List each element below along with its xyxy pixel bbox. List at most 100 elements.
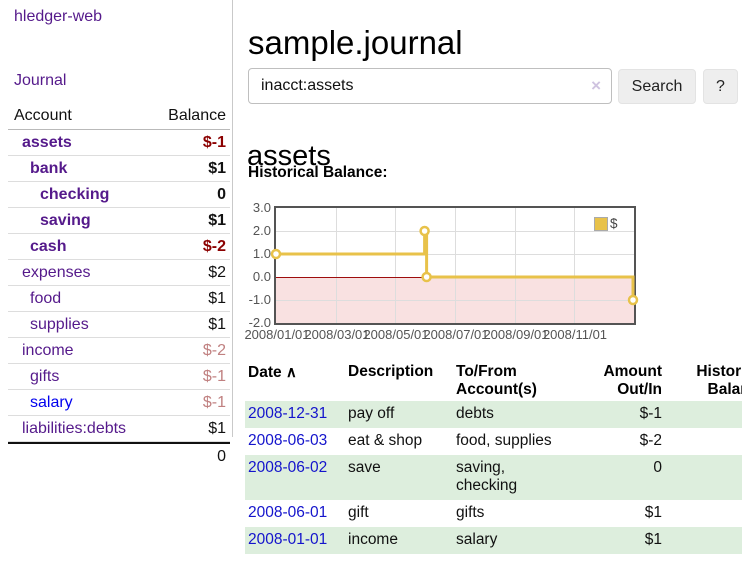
gridline bbox=[574, 208, 575, 323]
x-tick-label: 2008/09/01 bbox=[483, 327, 549, 342]
register-table: Date ∧ Description To/From Account(s) Am… bbox=[245, 360, 742, 554]
transaction-amount: $1 bbox=[644, 504, 662, 521]
x-tick-label: 2008/07/01 bbox=[423, 327, 489, 342]
transaction-amount: $-1 bbox=[639, 405, 662, 422]
account-balance: $-2 bbox=[202, 342, 226, 359]
search-form: × bbox=[248, 68, 612, 104]
gridline bbox=[515, 208, 516, 323]
accounts-table-header: Account Balance bbox=[8, 103, 230, 130]
register-row: 2008-12-31 pay off debts $-1 $-1 bbox=[245, 401, 742, 428]
y-tick-label: -2.0 bbox=[248, 315, 271, 330]
x-tick-label: 2008/11/01 bbox=[542, 327, 608, 342]
account-link-food[interactable]: food bbox=[30, 290, 62, 307]
account-link-liabilities-debts[interactable]: liabilities:debts bbox=[22, 420, 127, 437]
search-input[interactable] bbox=[248, 68, 612, 104]
account-balance: $1 bbox=[208, 290, 226, 307]
transaction-date-link[interactable]: 2008-06-01 bbox=[248, 504, 328, 521]
transaction-date-link[interactable]: 2008-06-02 bbox=[248, 459, 328, 476]
transaction-balance: $1 bbox=[664, 527, 742, 554]
y-tick-label: 2.0 bbox=[252, 223, 271, 238]
account-balance: $1 bbox=[208, 212, 226, 229]
legend-label: $ bbox=[610, 216, 618, 231]
y-tick-label: 1.0 bbox=[252, 246, 271, 261]
page-title: sample.journal bbox=[248, 24, 463, 62]
balance-column-header: Balance bbox=[168, 107, 226, 124]
transaction-balance: $2 bbox=[664, 455, 742, 500]
account-balance: $1 bbox=[208, 316, 226, 333]
accounts-column-header: To/From Account(s) bbox=[456, 363, 537, 398]
account-link-assets[interactable]: assets bbox=[22, 134, 72, 151]
legend-swatch-icon bbox=[594, 216, 608, 231]
account-link-saving[interactable]: saving bbox=[40, 212, 91, 229]
account-row-checking: checking 0 bbox=[8, 182, 230, 208]
account-link-salary[interactable]: salary bbox=[30, 394, 73, 411]
account-row-gifts: gifts $-1 bbox=[8, 364, 230, 390]
description-column-header: Description bbox=[348, 363, 434, 380]
register-row: 2008-06-03 eat & shop food, supplies $-2… bbox=[245, 428, 742, 455]
account-row-cash: cash $-2 bbox=[8, 234, 230, 260]
register-row: 2008-06-02 save saving, checking 0 $2 bbox=[245, 455, 742, 500]
transaction-description: gift bbox=[348, 504, 369, 521]
y-tick-label: 3.0 bbox=[252, 200, 271, 215]
account-balance: $1 bbox=[208, 160, 226, 177]
gridline bbox=[336, 208, 337, 323]
transaction-accounts: gifts bbox=[456, 504, 485, 521]
transaction-amount: $-2 bbox=[639, 432, 662, 449]
app-title-link[interactable]: hledger-web bbox=[14, 8, 103, 25]
balance-column-header: Historical Balance bbox=[696, 363, 742, 398]
account-row-income: income $-2 bbox=[8, 338, 230, 364]
account-balance: $1 bbox=[208, 420, 226, 437]
date-column-header: Date ∧ bbox=[245, 360, 345, 401]
register-header-row: Date ∧ Description To/From Account(s) Am… bbox=[245, 360, 742, 401]
transaction-description: pay off bbox=[348, 405, 395, 422]
x-tick-label: 2008/03/01 bbox=[304, 327, 370, 342]
transaction-accounts: food, supplies bbox=[456, 432, 552, 449]
account-row-food: food $1 bbox=[8, 286, 230, 312]
gridline bbox=[276, 231, 634, 232]
register-row: 2008-06-01 gift gifts $1 $2 bbox=[245, 500, 742, 527]
x-tick-label: 2008/05/01 bbox=[363, 327, 429, 342]
account-link-cash[interactable]: cash bbox=[30, 238, 67, 255]
transaction-amount: $1 bbox=[644, 531, 662, 548]
account-link-supplies[interactable]: supplies bbox=[30, 316, 89, 333]
amount-column-header: Amount Out/In bbox=[603, 363, 662, 398]
sort-ascending-icon: ∧ bbox=[285, 364, 297, 381]
accounts-total: 0 bbox=[8, 442, 230, 469]
account-link-income[interactable]: income bbox=[22, 342, 74, 359]
help-button[interactable]: ? bbox=[703, 69, 738, 104]
transaction-description: eat & shop bbox=[348, 432, 423, 449]
transaction-balance: $2 bbox=[664, 500, 742, 527]
account-balance: $-1 bbox=[202, 368, 226, 385]
sidebar-item-journal[interactable]: Journal bbox=[14, 72, 67, 89]
date-header-label: Date bbox=[248, 364, 282, 381]
transaction-date-link[interactable]: 2008-06-03 bbox=[248, 432, 328, 449]
register-row: 2008-01-01 income salary $1 $1 bbox=[245, 527, 742, 554]
account-balance: $-2 bbox=[202, 238, 226, 255]
gridline bbox=[455, 208, 456, 323]
transaction-date-link[interactable]: 2008-12-31 bbox=[248, 405, 328, 422]
account-balance: $-1 bbox=[202, 394, 226, 411]
transaction-accounts: saving, checking bbox=[456, 459, 518, 494]
transaction-description: income bbox=[348, 531, 398, 548]
account-row-salary: salary $-1 bbox=[8, 390, 230, 416]
transaction-balance: $-1 bbox=[664, 401, 742, 428]
transaction-date-link[interactable]: 2008-01-01 bbox=[248, 531, 328, 548]
account-row-expenses: expenses $2 bbox=[8, 260, 230, 286]
account-link-checking[interactable]: checking bbox=[40, 186, 110, 203]
y-tick-label: -1.0 bbox=[248, 292, 271, 307]
clear-search-icon[interactable]: × bbox=[591, 76, 601, 95]
search-button[interactable]: Search bbox=[618, 69, 696, 104]
main-content: sample.journal × Search ? assets Histori… bbox=[244, 0, 742, 582]
account-heading: assets bbox=[247, 140, 331, 173]
y-tick-label: 0.0 bbox=[252, 269, 271, 284]
account-link-bank[interactable]: bank bbox=[30, 160, 68, 177]
account-row-saving: saving $1 bbox=[8, 208, 230, 234]
account-link-gifts[interactable]: gifts bbox=[30, 368, 60, 385]
chart-section-label: Historical Balance: bbox=[248, 164, 388, 181]
account-balance: $2 bbox=[208, 264, 226, 281]
account-row-bank: bank $1 bbox=[8, 156, 230, 182]
transaction-description: save bbox=[348, 459, 381, 476]
x-tick-label: 2008/01/01 bbox=[244, 327, 310, 342]
account-link-expenses[interactable]: expenses bbox=[22, 264, 91, 281]
